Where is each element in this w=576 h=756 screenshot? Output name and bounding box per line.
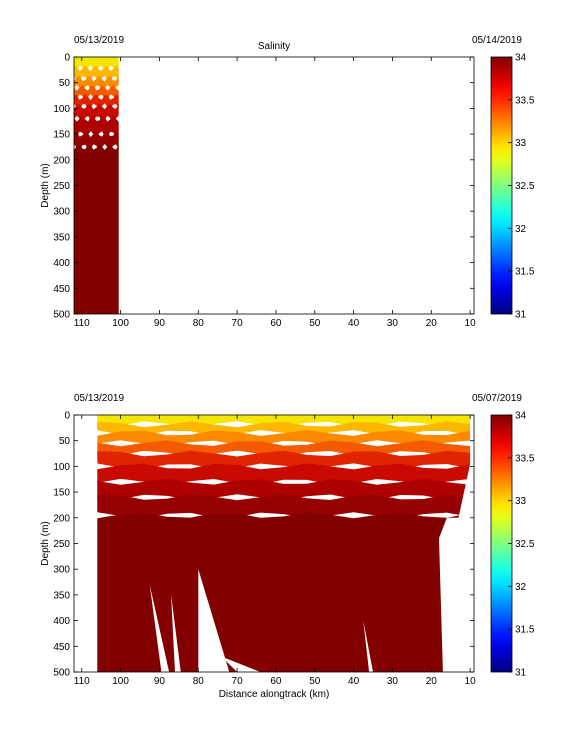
y-axis-label: Depth (m)	[40, 163, 51, 207]
y-tick-label: 350	[53, 590, 70, 601]
colorbar-tick-label: 33	[515, 496, 527, 507]
y-tick-label: 250	[53, 181, 70, 192]
y-tick-label: 500	[53, 668, 70, 679]
salinity-band	[97, 430, 471, 447]
x-tick-label: 10	[465, 676, 477, 687]
x-axis-label: Distance alongtrack (km)	[219, 689, 330, 700]
y-tick-label: 150	[53, 488, 70, 499]
salinity-band	[97, 463, 471, 485]
y-tick-label: 400	[53, 258, 70, 269]
date-right: 05/07/2019	[472, 393, 522, 404]
data-gap	[171, 594, 181, 672]
x-tick-label: 60	[270, 318, 282, 329]
salinity-band	[97, 494, 471, 519]
chart-panel-1: 0 50 100 150 200 250 300 350 400 450 500 110 100 90 80…	[40, 35, 535, 329]
x-tick-label: 50	[309, 676, 321, 687]
colorbar-tick-label: 33	[515, 138, 527, 149]
salinity-band	[97, 512, 471, 672]
x-tick-label: 90	[154, 318, 166, 329]
salinity-band	[74, 131, 119, 150]
colorbar-tick-label: 33.5	[515, 95, 535, 106]
contour-fill	[97, 415, 474, 672]
salinity-band	[74, 103, 119, 122]
y-axis-label: Depth (m)	[40, 521, 51, 565]
data-gap	[149, 584, 170, 672]
colorbar-tick-label: 31.5	[515, 625, 535, 636]
salinity-band	[74, 94, 119, 110]
y-tick-label: 450	[53, 284, 70, 295]
x-tick-label: 70	[232, 318, 244, 329]
y-tick-label: 150	[53, 130, 70, 141]
date-right: 05/14/2019	[472, 35, 522, 46]
colorbar-tick-label: 33.5	[515, 453, 535, 464]
x-tick-label: 30	[387, 318, 399, 329]
data-gap	[198, 569, 230, 672]
y-tick-label: 300	[53, 207, 70, 218]
x-tick-label: 110	[74, 318, 90, 329]
contour-fill	[74, 57, 119, 314]
x-tick-label: 50	[309, 318, 321, 329]
x-tick-label: 110	[74, 676, 90, 687]
y-tick-label: 500	[53, 310, 70, 321]
colorbar-tick-label: 32	[515, 224, 527, 235]
x-tick-label: 20	[426, 318, 438, 329]
y-tick-label: 200	[53, 155, 70, 166]
x-tick-label: 90	[154, 676, 166, 687]
x-tick-label: 100	[112, 318, 129, 329]
x-tick-label: 80	[193, 318, 205, 329]
colorbar-tick-label: 31	[515, 310, 527, 321]
y-tick-label: 300	[53, 565, 70, 576]
y-tick-label: 50	[59, 78, 71, 89]
y-tick-label: 450	[53, 642, 70, 653]
chart-panel-2: 0 50 100 150 200 250 300 350 400 450 500 110 100 90 80…	[40, 393, 535, 700]
colorbar-tick-label: 34	[515, 53, 527, 64]
colorbar-tick-label: 31.5	[515, 267, 535, 278]
y-tick-label: 250	[53, 539, 70, 550]
x-tick-label: 100	[112, 676, 129, 687]
data-gap	[221, 656, 261, 672]
salinity-band	[97, 450, 471, 470]
colorbar-tick-label: 32.5	[515, 539, 535, 550]
colorbar-tick-label: 32.5	[515, 181, 535, 192]
plot-area	[74, 57, 474, 314]
x-tick-label: 20	[426, 676, 438, 687]
y-tick-label: 100	[53, 104, 70, 115]
y-tick-label: 50	[59, 436, 71, 447]
colorbar-tick-label: 34	[515, 411, 527, 422]
colorbar-tick-label: 32	[515, 582, 527, 593]
date-left: 05/13/2019	[74, 393, 124, 404]
colorbar-tick-label: 31	[515, 668, 527, 679]
x-tick-label: 10	[465, 318, 477, 329]
x-tick-label: 60	[270, 676, 282, 687]
chart-title: Salinity	[258, 41, 290, 52]
data-gap	[363, 620, 373, 672]
salinity-band	[74, 75, 119, 91]
x-tick-label: 40	[348, 318, 360, 329]
y-tick-label: 0	[64, 411, 70, 422]
y-tick-label: 200	[53, 513, 70, 524]
y-tick-label: 100	[53, 462, 70, 473]
x-tick-label: 30	[387, 676, 399, 687]
x-tick-label: 80	[193, 676, 205, 687]
y-tick-label: 0	[64, 53, 70, 64]
y-tick-label: 400	[53, 616, 70, 627]
data-gap	[439, 445, 474, 672]
x-tick-label: 40	[348, 676, 360, 687]
date-left: 05/13/2019	[74, 35, 124, 46]
salinity-band	[74, 144, 119, 314]
x-tick-label: 70	[232, 676, 244, 687]
y-tick-label: 350	[53, 232, 70, 243]
